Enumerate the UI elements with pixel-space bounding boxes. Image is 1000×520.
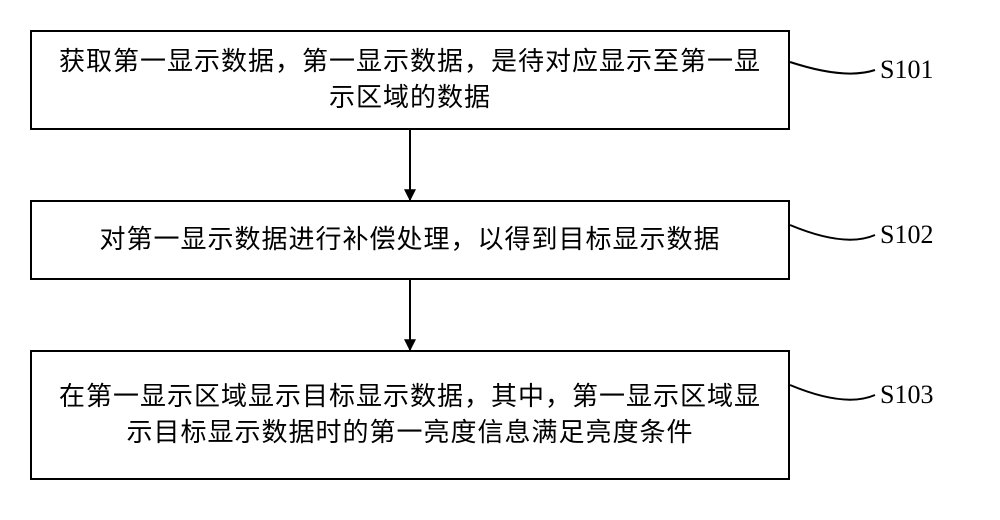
step-text-s103: 在第一显示区域显示目标显示数据，其中，第一显示区域显示目标显示数据时的第一亮度信… (50, 379, 770, 451)
step-label-s103: S103 (880, 380, 933, 410)
step-label-s101: S101 (880, 55, 933, 85)
flowchart-canvas: 获取第一显示数据，第一显示数据，是待对应显示至第一显示区域的数据 对第一显示数据… (0, 0, 1000, 520)
step-box-s103: 在第一显示区域显示目标显示数据，其中，第一显示区域显示目标显示数据时的第一亮度信… (30, 350, 790, 480)
step-box-s102: 对第一显示数据进行补偿处理，以得到目标显示数据 (30, 200, 790, 280)
step-box-s101: 获取第一显示数据，第一显示数据，是待对应显示至第一显示区域的数据 (30, 30, 790, 130)
step-text-s102: 对第一显示数据进行补偿处理，以得到目标显示数据 (99, 222, 720, 258)
step-text-s101: 获取第一显示数据，第一显示数据，是待对应显示至第一显示区域的数据 (50, 44, 770, 116)
step-label-s102: S102 (880, 220, 933, 250)
